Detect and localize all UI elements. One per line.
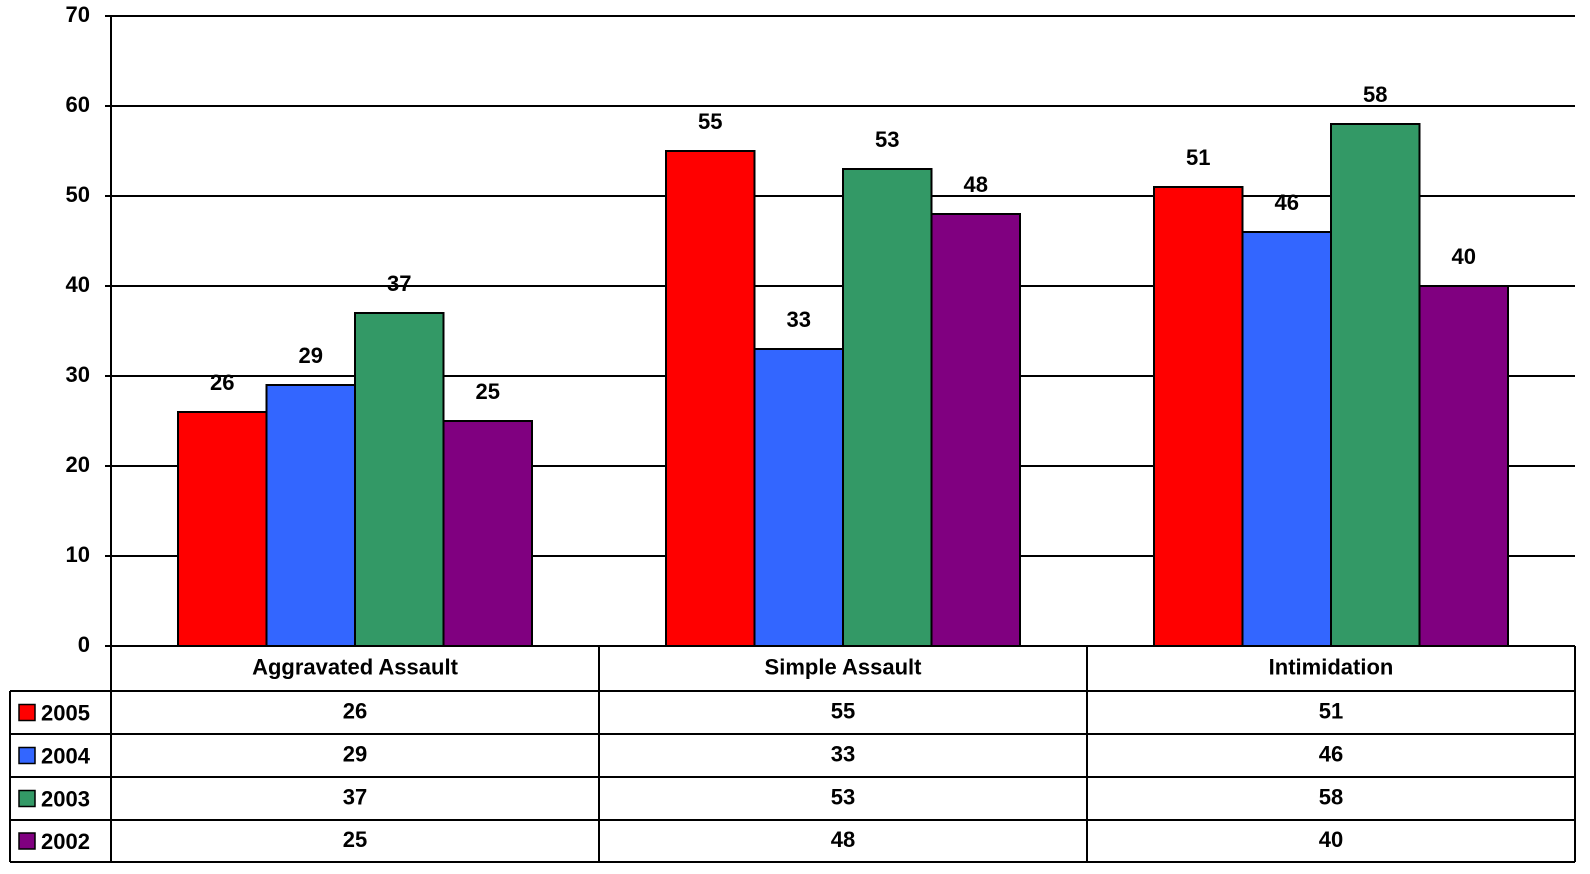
legend-swatch bbox=[18, 746, 36, 765]
table-cell: 55 bbox=[831, 698, 855, 723]
data-label: 40 bbox=[1452, 244, 1476, 269]
bar bbox=[354, 312, 445, 647]
y-tick-label: 10 bbox=[66, 542, 90, 567]
table-cell: 46 bbox=[1319, 741, 1343, 766]
table-cell: 29 bbox=[343, 741, 367, 766]
table-header: Simple Assault bbox=[765, 654, 923, 679]
data-label: 25 bbox=[476, 379, 500, 404]
y-tick-label: 50 bbox=[66, 182, 90, 207]
y-tick-label: 70 bbox=[66, 2, 90, 27]
bar bbox=[1418, 285, 1509, 647]
bar bbox=[1241, 231, 1332, 647]
bar bbox=[930, 213, 1021, 647]
data-label: 37 bbox=[387, 271, 411, 296]
table-header: Aggravated Assault bbox=[252, 654, 458, 679]
bar bbox=[442, 420, 533, 647]
y-tick-label: 0 bbox=[78, 632, 90, 657]
bar bbox=[265, 384, 356, 647]
legend-label: 2002 bbox=[41, 829, 90, 854]
table-cell: 37 bbox=[343, 784, 367, 809]
data-label: 33 bbox=[787, 307, 811, 332]
bar bbox=[842, 168, 933, 647]
y-tick-label: 40 bbox=[66, 272, 90, 297]
data-label: 51 bbox=[1186, 145, 1210, 170]
legend-swatch bbox=[18, 703, 36, 722]
data-label: 26 bbox=[210, 370, 234, 395]
data-label: 29 bbox=[299, 343, 323, 368]
table-cell: 26 bbox=[343, 698, 367, 723]
table-cell: 53 bbox=[831, 784, 855, 809]
legend-label: 2003 bbox=[41, 786, 90, 811]
table-cell: 58 bbox=[1319, 784, 1343, 809]
table-cell: 48 bbox=[831, 827, 855, 852]
table-cell: 33 bbox=[831, 741, 855, 766]
y-tick-label: 30 bbox=[66, 362, 90, 387]
legend-label: 2005 bbox=[41, 700, 90, 725]
table-cell: 25 bbox=[343, 827, 367, 852]
data-label: 58 bbox=[1363, 82, 1387, 107]
legend-label: 2004 bbox=[41, 743, 91, 768]
table-cell: 51 bbox=[1319, 698, 1343, 723]
bar bbox=[1153, 186, 1244, 647]
table-cell: 40 bbox=[1319, 827, 1343, 852]
legend-swatch bbox=[18, 789, 36, 808]
bar bbox=[177, 411, 268, 647]
data-label: 53 bbox=[875, 127, 899, 152]
table-header: Intimidation bbox=[1269, 654, 1394, 679]
data-label: 48 bbox=[964, 172, 988, 197]
bar bbox=[753, 348, 844, 647]
y-tick-label: 20 bbox=[66, 452, 90, 477]
legend-swatch bbox=[18, 832, 36, 850]
data-label: 46 bbox=[1275, 190, 1299, 215]
y-tick-label: 60 bbox=[66, 92, 90, 117]
bar bbox=[665, 150, 756, 647]
data-label: 55 bbox=[698, 109, 722, 134]
bar bbox=[1330, 123, 1421, 647]
